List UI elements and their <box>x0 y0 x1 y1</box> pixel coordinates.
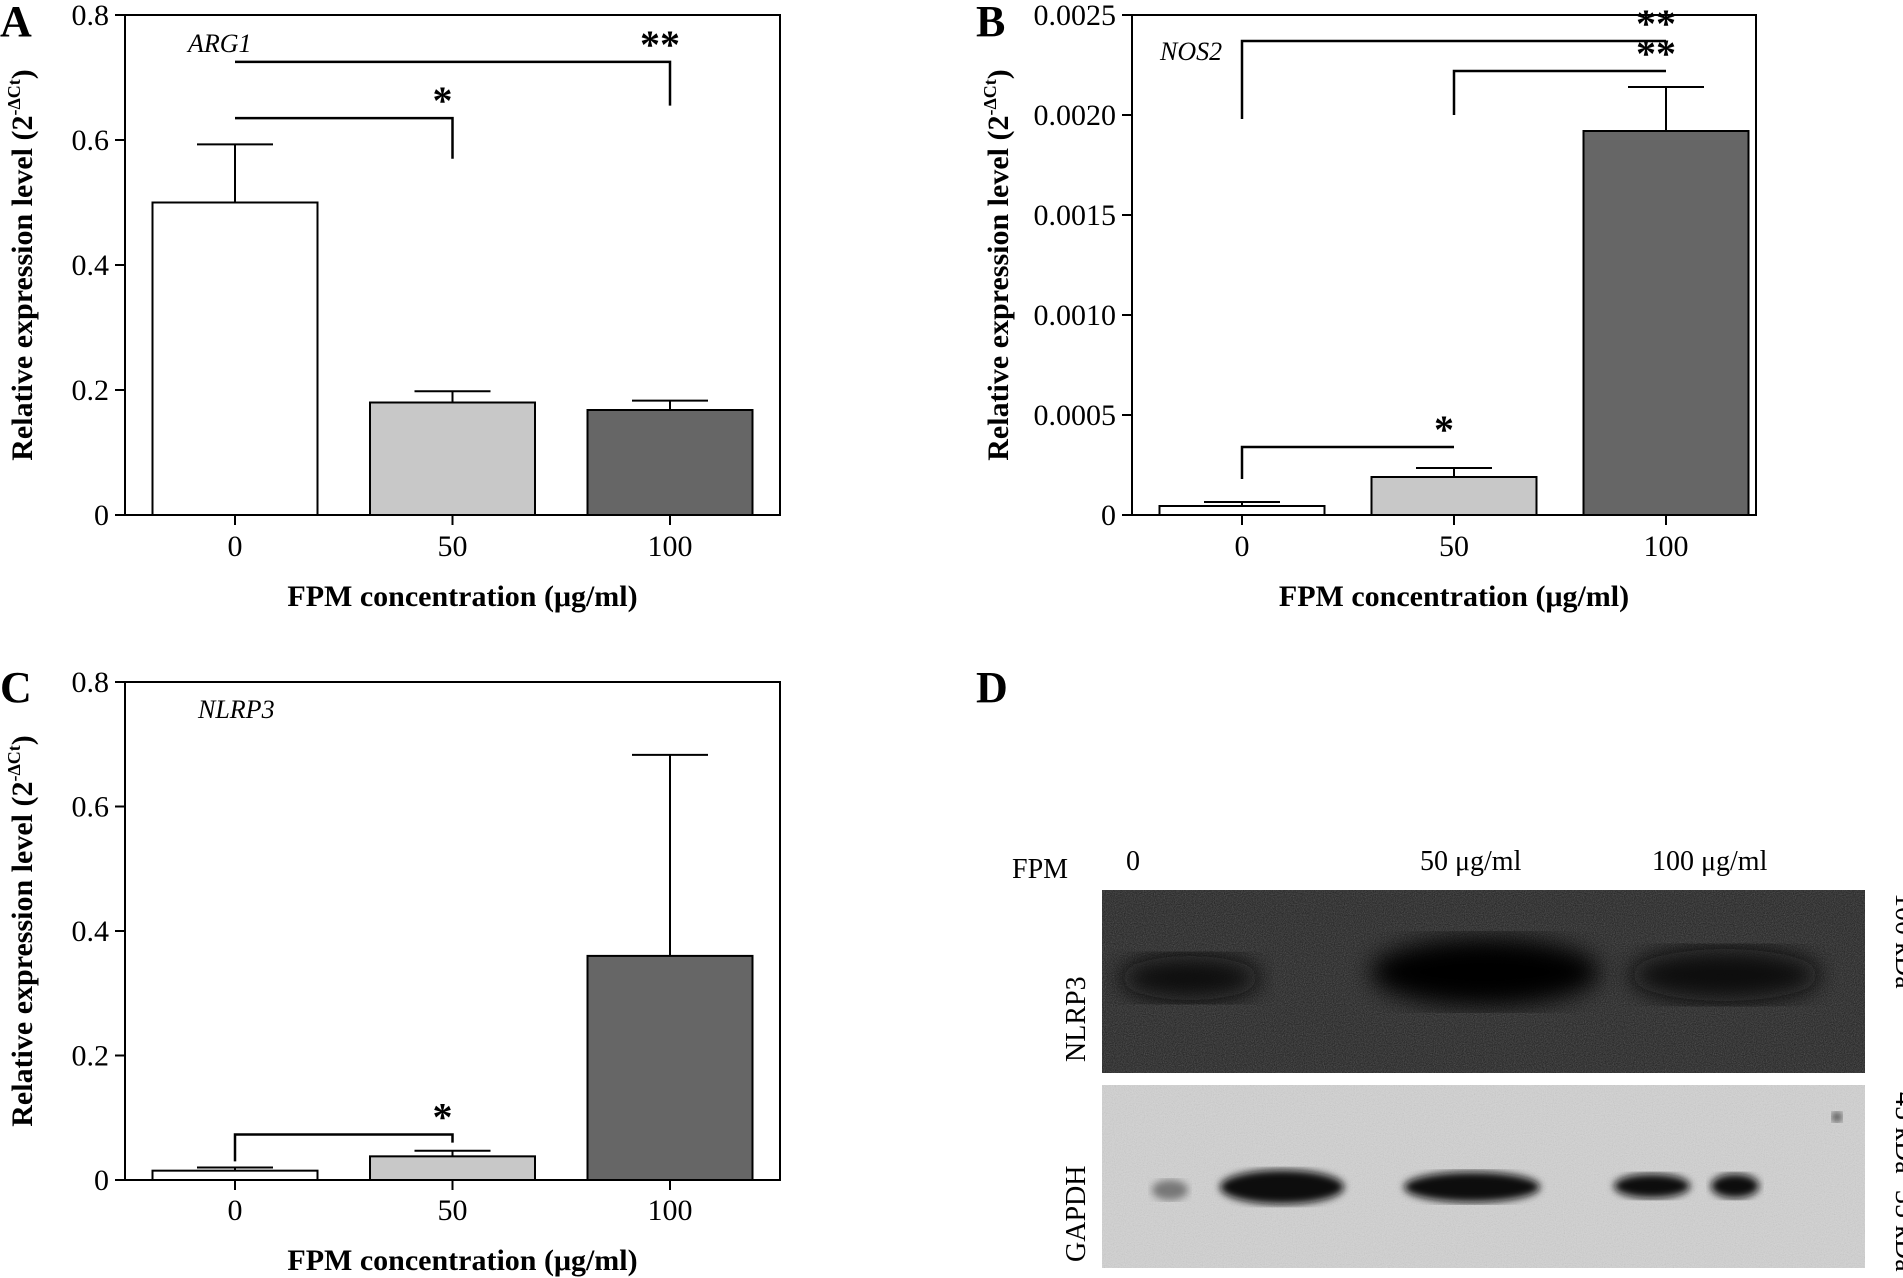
significance-star: ** <box>1636 1 1676 46</box>
x-tick-label: 0 <box>228 530 243 563</box>
significance-bracket <box>233 1133 454 1162</box>
blot-lane-50: 50 μg/ml <box>1420 846 1522 877</box>
y-tick-label: 0 <box>1101 499 1116 532</box>
y-tick-label: 0.6 <box>72 791 110 824</box>
gene-label: NLRP3 <box>197 695 275 724</box>
x-tick-label: 0 <box>228 1194 243 1227</box>
significance-bracket <box>1452 69 1666 115</box>
x-axis-label: FPM concentration (μg/ml) <box>287 1244 637 1277</box>
y-tick-label: 0.0020 <box>1034 99 1117 132</box>
y-tick-label: 0.8 <box>72 0 110 32</box>
gapdh-band-100a <box>1614 1174 1690 1198</box>
bar-0 <box>151 1169 319 1181</box>
gapdh-band-100b <box>1711 1174 1759 1198</box>
gapdh-band-50 <box>1404 1172 1540 1202</box>
nlrp3-band-100 <box>1630 949 1820 1001</box>
x-tick-label: 100 <box>1644 530 1689 563</box>
blot-lane-100: 100 μg/ml <box>1652 846 1768 877</box>
panel-label-a: A <box>0 0 32 46</box>
y-tick-label: 0.4 <box>72 915 110 948</box>
bar-0 <box>1158 505 1326 516</box>
panel-label-b: B <box>976 0 1005 46</box>
y-axis-label: Relative expression level (2-ΔCt) <box>4 69 39 461</box>
significance-star: * <box>433 1095 453 1140</box>
x-axis-label: FPM concentration (μg/ml) <box>1279 580 1629 613</box>
blot-lane-0: 0 <box>1126 846 1140 877</box>
y-tick-label: 0.0005 <box>1034 399 1117 432</box>
significance-bracket <box>1240 445 1454 479</box>
bar-50 <box>369 1155 536 1181</box>
y-tick-label: 0.2 <box>72 374 110 407</box>
x-tick-label: 100 <box>648 1194 693 1227</box>
blot-row-nlrp3: NLRP3 <box>1061 976 1092 1062</box>
y-tick-label: 0 <box>94 499 109 532</box>
y-tick-label: 0 <box>94 1164 109 1197</box>
significance-star: ** <box>640 22 680 67</box>
gene-label: ARG1 <box>186 29 252 58</box>
bar-100 <box>586 409 754 516</box>
blot-row-gapdh: GAPDH <box>1061 1166 1092 1262</box>
bar-0 <box>151 201 319 516</box>
western-blot: FPM 0 50 μg/ml 100 μg/ml NLRP3 100 kDa G… <box>1012 846 1903 1272</box>
significance-bracket <box>235 60 672 106</box>
gapdh-membrane <box>1102 1085 1865 1268</box>
y-tick-label: 0.0010 <box>1034 299 1117 332</box>
significance-bracket <box>235 116 454 159</box>
blot-marker-100kda: 100 kDa <box>1889 893 1903 989</box>
panel-label-d: D <box>976 663 1008 712</box>
nlrp3-band-0 <box>1120 956 1260 1000</box>
bar-50 <box>1370 476 1538 516</box>
panel-label-c: C <box>0 663 32 712</box>
x-tick-label: 50 <box>438 530 468 563</box>
blot-marker-45kda: 45 kDa <box>1889 1092 1903 1174</box>
y-axis-label: Relative expression level (2-ΔCt) <box>4 735 39 1127</box>
y-tick-label: 0.4 <box>72 249 110 282</box>
x-tick-label: 0 <box>1235 530 1250 563</box>
bar-50 <box>369 401 536 516</box>
x-tick-label: 100 <box>648 530 693 563</box>
y-tick-label: 0.0025 <box>1034 0 1117 32</box>
y-axis-label: Relative expression level (2-ΔCt) <box>980 69 1015 461</box>
gene-label: NOS2 <box>1159 37 1222 66</box>
y-tick-label: 0.0015 <box>1034 199 1117 232</box>
nlrp3-band-50 <box>1370 938 1600 1006</box>
bar-100 <box>586 954 754 1182</box>
x-axis-label: FPM concentration (μg/ml) <box>287 580 637 613</box>
nlrp3-membrane <box>1102 890 1865 1073</box>
chart-nlrp3: 0 0.2 0.4 0.6 0.8 0 50 100 * NLRP3 FPM concentrati… <box>4 666 781 1277</box>
y-tick-label: 0.8 <box>72 666 110 699</box>
blot-fpm-label: FPM <box>1012 854 1068 885</box>
significance-star: ** <box>1636 31 1676 76</box>
gapdh-band-0b <box>1220 1170 1344 1204</box>
gapdh-band-0a <box>1152 1180 1188 1200</box>
x-tick-label: 50 <box>1439 530 1469 563</box>
x-tick-label: 50 <box>438 1194 468 1227</box>
blot-marker-35kda: 35 kDa <box>1889 1190 1903 1272</box>
significance-bracket <box>1240 39 1666 119</box>
bar-100 <box>1582 130 1750 516</box>
y-tick-label: 0.2 <box>72 1040 110 1073</box>
significance-star: * <box>433 78 453 123</box>
significance-star: * <box>1434 407 1454 452</box>
y-tick-label: 0.6 <box>72 124 110 157</box>
